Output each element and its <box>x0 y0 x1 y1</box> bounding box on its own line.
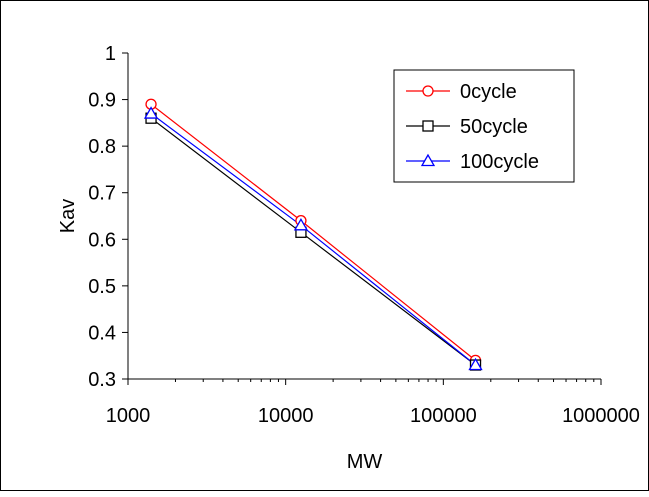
x-tick-label: 1000000 <box>562 405 640 427</box>
legend-marker <box>420 153 436 167</box>
y-tick-label: 0.8 <box>88 136 116 158</box>
y-tick-label: 0.6 <box>88 229 116 251</box>
x-tick-label: 10000 <box>258 405 314 427</box>
x-tick-label: 100000 <box>410 405 477 427</box>
x-tick-label: 1000 <box>106 405 151 427</box>
y-tick-label: 0.3 <box>88 369 116 391</box>
legend-marker <box>422 120 434 132</box>
y-tick-label: 0.7 <box>88 183 116 205</box>
data-point-2 <box>468 357 483 371</box>
y-tick-label: 0.9 <box>88 90 116 112</box>
y-tick-label: 0.4 <box>88 322 116 344</box>
legend-label: 100cycle <box>460 151 539 173</box>
y-tick-label: 1 <box>105 43 116 65</box>
y-tick-label: 0.5 <box>88 276 116 298</box>
data-point-2 <box>143 106 159 119</box>
legend-label: 0cycle <box>460 81 517 103</box>
data-point-2 <box>293 218 309 231</box>
x-axis-title: MW <box>347 451 383 473</box>
legend-marker <box>422 85 434 97</box>
y-axis-title: Kav <box>57 199 79 233</box>
legend-label: 50cycle <box>460 116 528 138</box>
